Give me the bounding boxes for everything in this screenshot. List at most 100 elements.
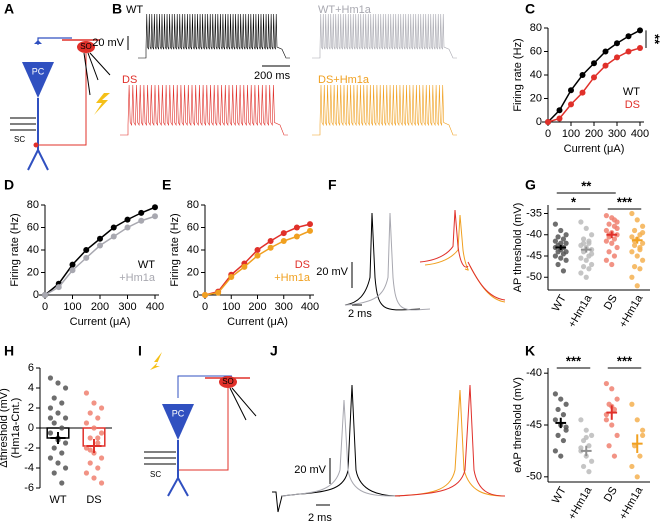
point — [138, 209, 145, 216]
point — [583, 427, 589, 433]
point — [563, 257, 569, 263]
x-axis-label: Current (μA) — [70, 316, 131, 328]
point — [614, 54, 620, 61]
y-tick-label: 60 — [530, 45, 542, 57]
point — [602, 48, 609, 55]
point — [59, 480, 65, 486]
point — [637, 44, 643, 51]
point — [280, 230, 287, 237]
scale-label: 20 mV — [92, 37, 124, 49]
point — [586, 238, 592, 244]
y-axis-label: Firing rate (Hz) — [9, 213, 21, 286]
point — [629, 249, 635, 255]
point — [589, 232, 595, 238]
point — [59, 400, 65, 406]
pc-soma — [22, 62, 54, 98]
point — [629, 274, 635, 280]
point — [580, 264, 587, 270]
trace — [394, 389, 506, 497]
point — [124, 216, 131, 223]
point — [640, 257, 646, 263]
point — [583, 257, 589, 263]
point — [614, 225, 620, 231]
trace — [120, 84, 288, 136]
point — [603, 227, 609, 234]
point — [83, 470, 90, 476]
point — [83, 420, 90, 426]
trace — [419, 209, 469, 268]
y-tick-label: 80 — [187, 199, 199, 211]
x-tick-label: 100 — [63, 301, 81, 313]
point — [611, 236, 618, 242]
point — [42, 292, 48, 298]
point — [47, 455, 54, 461]
y-tick-label: 40 — [530, 69, 542, 81]
point — [614, 396, 620, 402]
y-tick-label: 0 — [193, 289, 199, 301]
point — [634, 253, 640, 259]
x-tick-label: 200 — [585, 128, 603, 140]
point — [629, 210, 635, 217]
point — [586, 469, 592, 475]
point — [293, 224, 300, 231]
point — [602, 62, 609, 69]
point — [55, 284, 62, 291]
point — [280, 238, 287, 244]
point — [95, 415, 101, 421]
scale-label: 2 ms — [308, 512, 332, 524]
trace — [281, 399, 396, 497]
trace — [312, 84, 457, 136]
y-tick-label: -40 — [526, 229, 542, 241]
y-tick-label: -4 — [24, 462, 34, 474]
x-tick-label: DS — [86, 494, 101, 506]
point — [55, 460, 61, 466]
trace — [138, 13, 290, 59]
point — [202, 292, 208, 298]
point — [55, 410, 61, 416]
point — [555, 234, 561, 240]
x-tick-label: 400 — [631, 128, 649, 140]
point — [545, 119, 551, 125]
point — [552, 221, 558, 227]
point — [589, 261, 595, 268]
y-tick-label: 4 — [28, 382, 34, 394]
so-projection — [36, 53, 87, 146]
point — [580, 236, 587, 242]
point — [152, 213, 158, 220]
point — [634, 417, 640, 423]
point — [640, 230, 646, 236]
point — [254, 252, 261, 259]
point — [307, 221, 313, 228]
point — [138, 217, 145, 224]
point — [578, 417, 584, 423]
point — [634, 217, 640, 223]
scale-label: 20 mV — [294, 464, 326, 476]
point — [580, 463, 587, 470]
point — [603, 257, 609, 263]
so-soma — [219, 376, 237, 388]
panel-label: J — [270, 343, 278, 359]
point — [83, 247, 90, 253]
y-tick-label: 40 — [27, 244, 39, 256]
legend-entry: WT — [623, 86, 640, 98]
point — [552, 417, 558, 423]
point — [152, 204, 158, 211]
point — [611, 453, 618, 459]
point — [91, 425, 97, 431]
point — [59, 425, 65, 431]
legend-entry: WT — [138, 259, 155, 271]
y-axis-label: AP threshold (mV) — [512, 203, 524, 293]
x-tick-label: 300 — [608, 128, 626, 140]
point — [629, 463, 635, 470]
x-tick-label: WT — [49, 494, 66, 506]
x-tick-label: 100 — [562, 128, 580, 140]
point — [555, 432, 561, 438]
point — [215, 289, 222, 296]
point — [51, 395, 57, 401]
point — [55, 380, 61, 386]
stimulus-bolt — [150, 352, 162, 370]
synapse — [33, 142, 39, 148]
y-tick-label: -45 — [526, 250, 542, 262]
point — [568, 101, 574, 108]
